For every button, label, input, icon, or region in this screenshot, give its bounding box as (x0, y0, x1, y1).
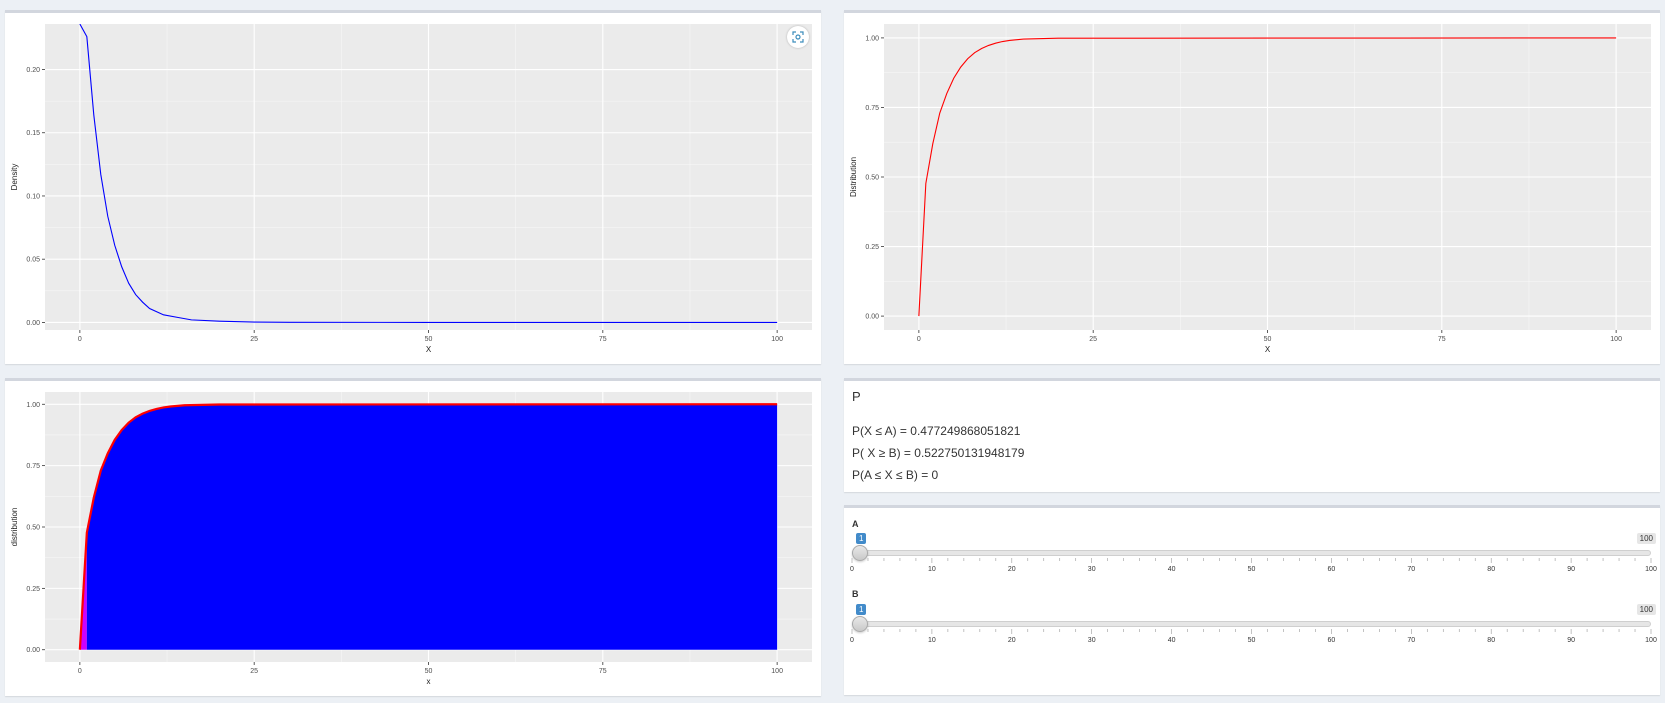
distribution-x-tick-label: 75 (1438, 336, 1446, 343)
slider-b-handle[interactable] (851, 616, 868, 632)
distribution-x-tick-label: 0 (917, 336, 921, 343)
slider-b-grid-label: 100 (1645, 637, 1657, 644)
slider-a-value: 1 (855, 533, 867, 544)
slider-b-grid-label: 40 (1168, 637, 1176, 644)
slider-b-grid-label: 90 (1567, 637, 1575, 644)
density-y-tick-label: 0.20 (26, 67, 40, 74)
shaded-distribution-plot: 0 25 50 75 100 0.00 0.25 0.50 0.75 1.00 x distribut… (10, 392, 812, 686)
distribution-x-tick-label: 25 (1089, 336, 1097, 343)
slider-b-grid-label: 0 (850, 637, 854, 644)
shaded-y-tick-label: 0.75 (26, 463, 40, 470)
slider-a-grid-label: 80 (1487, 566, 1495, 573)
density-y-tick-label: 0.10 (26, 193, 40, 200)
shaded-x-tick-label: 75 (599, 668, 607, 675)
slider-a-grid-label: 10 (928, 566, 936, 573)
slider-b-value: 1 (855, 604, 867, 615)
distribution-plot-panel: 0 25 50 75 100 0.00 0.25 0.50 0.75 1.00 X Distribut… (844, 10, 1660, 364)
slider-inputs-panel: A 1 100 0 10 20 30 40 50 60 70 80 90 100 B 1 100 0… (844, 505, 1660, 695)
slider-a-track[interactable] (852, 550, 1651, 556)
camera-focus-icon (792, 31, 804, 43)
shaded-series-line (78, 403, 778, 650)
probability-title: P (852, 389, 861, 404)
slider-b-grid: 0 10 20 30 40 50 60 70 80 90 100 (850, 629, 1657, 644)
slider-b-grid-label: 50 (1248, 637, 1256, 644)
slider-b-max: 100 (1636, 604, 1656, 615)
shaded-x-tick-label: 0 (78, 668, 82, 675)
distribution-y-tick-label: 1.00 (865, 35, 879, 42)
slider-a-grid: 0 10 20 30 40 50 60 70 80 90 100 (850, 558, 1657, 573)
slider-b-grid-label: 60 (1328, 637, 1336, 644)
slider-a-grid-label: 70 (1407, 566, 1415, 573)
slider-a-grid-label: 40 (1168, 566, 1176, 573)
distribution-y-tick-label: 0.00 (865, 314, 879, 321)
density-x-tick-label: 50 (425, 336, 433, 343)
shaded-distribution-plot-panel: 0 25 50 75 100 0.00 0.25 0.50 0.75 1.00 x distribut… (5, 378, 821, 696)
shaded-area-right (86, 404, 778, 650)
probability-output-panel: P P(X ≤ A) = 0.477249868051821 P( X ≥ B)… (844, 378, 1660, 492)
slider-b-label: B (852, 589, 859, 599)
probability-between: P(A ≤ X ≤ B) = 0 (852, 468, 939, 482)
slider-b-grid-label: 80 (1487, 637, 1495, 644)
shaded-x-tick-label: 50 (425, 668, 433, 675)
slider-a-max: 100 (1636, 533, 1656, 544)
slider-a-grid-label: 60 (1328, 566, 1336, 573)
shaded-x-axis-title: x (427, 677, 431, 686)
density-y-axis-title: Density (10, 164, 19, 191)
probability-le-a: P(X ≤ A) = 0.477249868051821 (852, 424, 1021, 438)
density-x-axis-title: X (426, 345, 432, 354)
density-x-tick-label: 0 (78, 336, 82, 343)
slider-a-grid-label: 30 (1088, 566, 1096, 573)
slider-a-label: A (852, 519, 859, 529)
density-y-tick-label: 0.05 (26, 257, 40, 264)
shaded-x-tick-label: 25 (250, 668, 258, 675)
density-plot: 0 25 50 75 100 0.00 0.05 0.10 0.15 0.20 X Density (10, 24, 812, 354)
slider-a-grid-label: 90 (1567, 566, 1575, 573)
density-x-tick-label: 100 (771, 336, 783, 343)
shaded-y-tick-label: 0.50 (26, 525, 40, 532)
distribution-series-line (918, 37, 1617, 317)
density-x-tick-label: 25 (250, 336, 258, 343)
distribution-plot: 0 25 50 75 100 0.00 0.25 0.50 0.75 1.00 X Distribut… (849, 24, 1651, 354)
density-y-tick-label: 0.15 (26, 130, 40, 137)
distribution-x-axis-title: X (1265, 345, 1271, 354)
shaded-y-tick-label: 0.25 (26, 586, 40, 593)
screenshot-button[interactable] (787, 26, 809, 48)
distribution-y-axis-title: Distribution (849, 157, 858, 197)
slider-b-track[interactable] (852, 621, 1651, 627)
density-y-tick-label: 0.00 (26, 320, 40, 327)
shaded-y-tick-label: 1.00 (26, 402, 40, 409)
distribution-y-tick-label: 0.50 (865, 175, 879, 182)
distribution-x-tick-label: 50 (1264, 336, 1272, 343)
slider-a-grid-label: 20 (1008, 566, 1016, 573)
slider-a-grid-label: 0 (850, 566, 854, 573)
shaded-x-tick-label: 100 (771, 668, 783, 675)
slider-b-grid-label: 70 (1407, 637, 1415, 644)
density-plot-panel: 0 25 50 75 100 0.00 0.05 0.10 0.15 0.20 X Density (5, 10, 821, 364)
shaded-y-tick-label: 0.00 (26, 647, 40, 654)
distribution-x-tick-label: 100 (1610, 336, 1622, 343)
slider-b-grid-label: 30 (1088, 637, 1096, 644)
slider-b-grid-label: 20 (1008, 637, 1016, 644)
shaded-y-axis-title: distribution (10, 508, 19, 547)
slider-a-grid-label: 50 (1248, 566, 1256, 573)
slider-b-grid-label: 10 (928, 637, 936, 644)
density-x-tick-label: 75 (599, 336, 607, 343)
probability-ge-b: P( X ≥ B) = 0.522750131948179 (852, 446, 1025, 460)
distribution-y-tick-label: 0.25 (865, 244, 879, 251)
distribution-y-tick-label: 0.75 (865, 105, 879, 112)
density-series-line (79, 24, 778, 323)
slider-a-handle[interactable] (851, 545, 868, 561)
slider-a-grid-label: 100 (1645, 566, 1657, 573)
